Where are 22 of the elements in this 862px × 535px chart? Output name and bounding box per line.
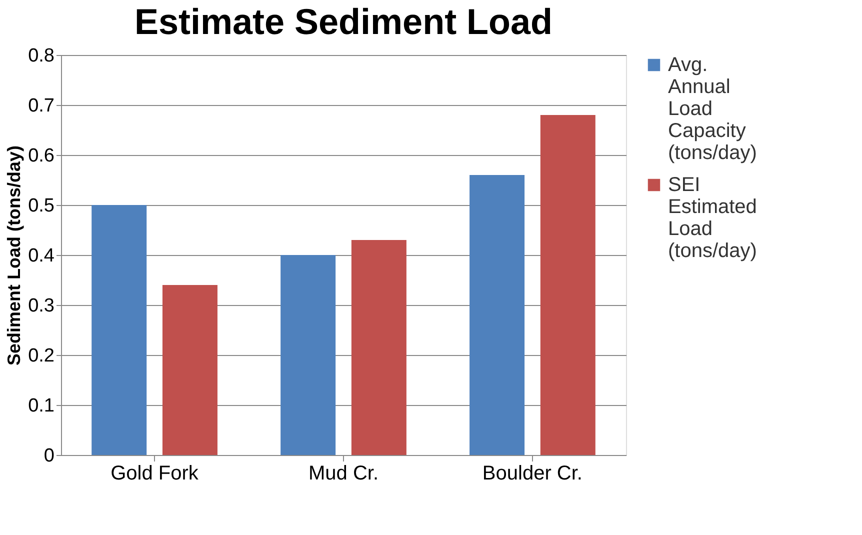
bar (92, 205, 147, 455)
chart-title: Estimate Sediment Load (134, 1, 553, 42)
x-tick-label: Boulder Cr. (482, 462, 582, 484)
y-axis-title: Sediment Load (tons/day) (4, 145, 24, 366)
x-tick-label: Mud Cr. (308, 462, 379, 484)
x-tick-label: Gold Fork (110, 462, 200, 484)
y-tick-label: 0.7 (28, 96, 54, 116)
y-tick-label: 0 (44, 446, 54, 466)
bar (162, 285, 218, 455)
y-tick-label: 0.8 (28, 46, 54, 66)
y-tick-label: 0.5 (28, 196, 54, 216)
legend-label: Avg. Annual Load Capacity (tons/day) (668, 54, 757, 164)
y-tick-label: 0.1 (28, 396, 54, 416)
bar (351, 240, 406, 455)
y-tick-label: 0.4 (28, 246, 55, 266)
y-tick-label: 0.3 (28, 296, 54, 316)
bar (540, 115, 596, 455)
bar (470, 175, 525, 455)
bar (280, 255, 336, 455)
legend-label: SEI Estimated Load (tons/day) (668, 174, 757, 262)
y-tick-label: 0.2 (28, 346, 54, 366)
y-tick-label: 0.6 (28, 146, 54, 166)
